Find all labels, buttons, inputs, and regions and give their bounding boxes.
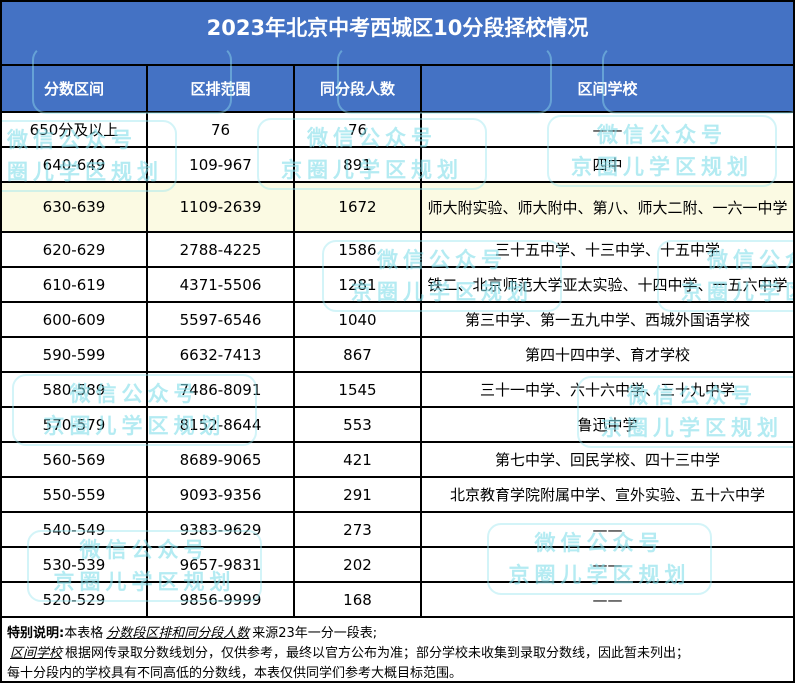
- col-header-rank-range: 区排范围: [146, 66, 295, 113]
- rank-cell: 4371-5506: [146, 266, 295, 303]
- rank-cell: 2788-4225: [146, 231, 295, 268]
- count-cell: 1040: [293, 301, 422, 338]
- table-body: 650分及以上 76 76 —— 640-649 109-967 891 四中 630-639 1…: [2, 111, 793, 618]
- schools-cell: 三十五中学、十三中学、十五中学: [420, 231, 793, 268]
- footnote-em-schools: 区间学校: [10, 646, 63, 661]
- score-cell: 550-559: [2, 476, 148, 513]
- score-cell: 600-609: [2, 301, 148, 338]
- schools-cell: 三十一中学、六十六中学、三十九中学: [420, 371, 793, 408]
- count-cell: 202: [293, 546, 422, 583]
- col-header-score-range: 分数区间: [2, 66, 148, 113]
- score-cell: 520-529: [2, 581, 148, 618]
- page-title: 2023年北京中考西城区10分段择校情况: [2, 2, 793, 66]
- count-cell: 553: [293, 406, 422, 443]
- table-row: 640-649 109-967 891 四中: [2, 146, 793, 183]
- footnote-label: 特别说明:: [7, 626, 65, 641]
- footnote-text: 来源23年一分一段表;: [252, 626, 378, 641]
- table-row: 650分及以上 76 76 ——: [2, 111, 793, 148]
- schools-cell: 铁二、北京师范大学亚太实验、十四中学、一五六中学: [420, 266, 793, 303]
- footnote-text: 根据网传录取分数线划分，仅供参考，最终以官方公布为准；部分学校未收集到录取分数线…: [65, 646, 690, 661]
- rank-cell: 9856-9999: [146, 581, 295, 618]
- footnote-line-1: 特别说明:本表格 分数段区排和同分段人数 来源23年一分一段表;: [7, 624, 788, 644]
- table-row: 570-579 8152-8644 553 鲁迅中学: [2, 406, 793, 443]
- count-cell: 168: [293, 581, 422, 618]
- rank-cell: 9657-9831: [146, 546, 295, 583]
- table-row: 580-589 7486-8091 1545 三十一中学、六十六中学、三十九中学: [2, 371, 793, 408]
- score-cell: 640-649: [2, 146, 148, 183]
- score-cell: 560-569: [2, 441, 148, 478]
- count-cell: 867: [293, 336, 422, 373]
- table-row: 610-619 4371-5506 1281 铁二、北京师范大学亚太实验、十四中学、一…: [2, 266, 793, 303]
- table-row: 590-599 6632-7413 867 第四十四中学、育才学校: [2, 336, 793, 373]
- rank-cell: 109-967: [146, 146, 295, 183]
- schools-cell: 鲁迅中学: [420, 406, 793, 443]
- count-cell: 1545: [293, 371, 422, 408]
- col-header-segment-count: 同分段人数: [293, 66, 422, 113]
- rank-cell: 7486-8091: [146, 371, 295, 408]
- footnote-em-source: 分数段区排和同分段人数: [106, 626, 250, 641]
- schools-cell: 第四十四中学、育才学校: [420, 336, 793, 373]
- footnote-text: 本表格: [64, 626, 104, 641]
- rank-cell: 76: [146, 111, 295, 148]
- rank-cell: 1109-2639: [146, 181, 295, 233]
- rank-cell: 8689-9065: [146, 441, 295, 478]
- score-cell: 610-619: [2, 266, 148, 303]
- footnote-line-3: 每十分段内的学校具有不同高低的分数线，本表仅供同学们参考大概目标范围。: [7, 664, 788, 681]
- count-cell: 1586: [293, 231, 422, 268]
- score-cell: 570-579: [2, 406, 148, 443]
- rank-cell: 5597-6546: [146, 301, 295, 338]
- score-cell: 530-539: [2, 546, 148, 583]
- table-row: 620-629 2788-4225 1586 三十五中学、十三中学、十五中学: [2, 231, 793, 268]
- score-cell: 620-629: [2, 231, 148, 268]
- table-row: 630-639 1109-2639 1672 师大附实验、师大附中、第八、师大二附、一…: [2, 181, 793, 233]
- count-cell: 1281: [293, 266, 422, 303]
- schools-cell: 第三中学、第一五九中学、西城外国语学校: [420, 301, 793, 338]
- schools-cell: ——: [420, 581, 793, 618]
- rank-cell: 9383-9629: [146, 511, 295, 548]
- score-cell: 580-589: [2, 371, 148, 408]
- table-header-row: 分数区间 区排范围 同分段人数 区间学校: [2, 66, 793, 113]
- table-row: 600-609 5597-6546 1040 第三中学、第一五九中学、西城外国语学校: [2, 301, 793, 338]
- rank-cell: 6632-7413: [146, 336, 295, 373]
- count-cell: 273: [293, 511, 422, 548]
- schools-cell: 第七中学、回民学校、四十三中学: [420, 441, 793, 478]
- count-cell: 1672: [293, 181, 422, 233]
- col-header-schools: 区间学校: [420, 66, 793, 113]
- schools-cell: 北京教育学院附属中学、宣外实验、五十六中学: [420, 476, 793, 513]
- table-row: 530-539 9657-9831 202 ——: [2, 546, 793, 583]
- count-cell: 76: [293, 111, 422, 148]
- footnote-text: 每十分段内的学校具有不同高低的分数线，本表仅供同学们参考大概目标范围。: [7, 666, 463, 681]
- table-row: 560-569 8689-9065 421 第七中学、回民学校、四十三中学: [2, 441, 793, 478]
- score-cell: 540-549: [2, 511, 148, 548]
- table-row: 520-529 9856-9999 168 ——: [2, 581, 793, 618]
- score-cell: 590-599: [2, 336, 148, 373]
- rank-cell: 8152-8644: [146, 406, 295, 443]
- schools-cell: ——: [420, 546, 793, 583]
- table-row: 550-559 9093-9356 291 北京教育学院附属中学、宣外实验、五十六中学: [2, 476, 793, 513]
- schools-cell: 师大附实验、师大附中、第八、师大二附、一六一中学: [420, 181, 793, 233]
- score-cell: 630-639: [2, 181, 148, 233]
- score-cell: 650分及以上: [2, 111, 148, 148]
- schools-cell: ——: [420, 511, 793, 548]
- score-table: 分数区间 区排范围 同分段人数 区间学校 650分及以上 76 76 —— 640-64…: [2, 66, 793, 618]
- footnote-line-2: 区间学校 根据网传录取分数线划分，仅供参考，最终以官方公布为准；部分学校未收集到录…: [7, 644, 788, 664]
- footnote: 特别说明:本表格 分数段区排和同分段人数 来源23年一分一段表; 区间学校 根据网传录…: [2, 618, 793, 681]
- rank-cell: 9093-9356: [146, 476, 295, 513]
- schools-cell: 四中: [420, 146, 793, 183]
- schools-cell: ——: [420, 111, 793, 148]
- table-row: 540-549 9383-9629 273 ——: [2, 511, 793, 548]
- count-cell: 421: [293, 441, 422, 478]
- count-cell: 891: [293, 146, 422, 183]
- count-cell: 291: [293, 476, 422, 513]
